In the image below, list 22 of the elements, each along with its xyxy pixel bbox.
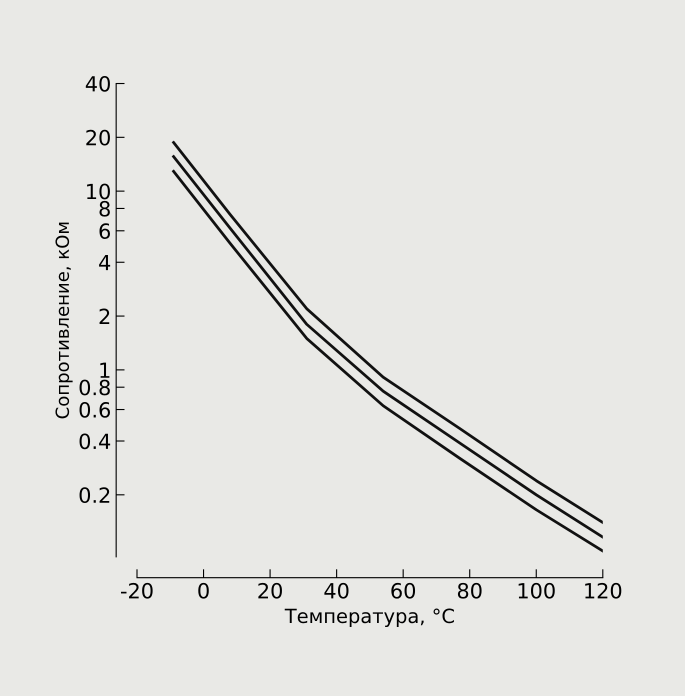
y-tick-label: 8 bbox=[99, 200, 110, 217]
y-tick-label: 4 bbox=[99, 254, 110, 270]
y-tick-label: 0.2 bbox=[80, 487, 110, 504]
y-tick-label: 20 bbox=[86, 130, 110, 146]
x-axis-title: Температура, °C bbox=[284, 608, 454, 628]
x-tick-label: 60 bbox=[391, 582, 416, 599]
y-tick-label: 1 bbox=[100, 362, 110, 378]
x-tick-label: -20 bbox=[121, 582, 153, 599]
x-tick-label: 20 bbox=[258, 582, 282, 599]
x-tick-label: 80 bbox=[458, 582, 482, 599]
y-axis-title: Сопротивление, кОм bbox=[55, 222, 73, 418]
y-tick-label: 0.4 bbox=[80, 433, 110, 450]
y-tick-label: 40 bbox=[86, 76, 110, 92]
y-tick-label: 10 bbox=[87, 184, 110, 200]
x-tick-label: 40 bbox=[324, 582, 348, 599]
y-tick-label: 2 bbox=[100, 308, 110, 324]
y-tick-label: 0.6 bbox=[80, 402, 110, 418]
x-tick-label: 100 bbox=[518, 582, 555, 599]
y-tick-label: 6 bbox=[100, 223, 110, 239]
x-tick-label: 0 bbox=[198, 582, 209, 599]
y-tick-label: 0.8 bbox=[80, 380, 110, 396]
x-tick-label: 120 bbox=[585, 582, 622, 599]
